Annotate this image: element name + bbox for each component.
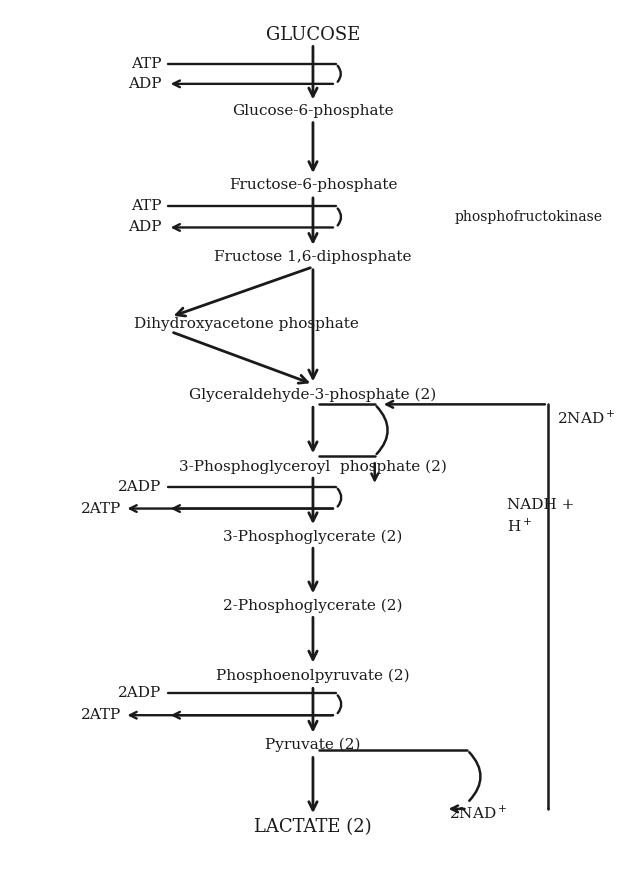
FancyArrowPatch shape	[338, 65, 341, 82]
Text: Fructose-6-phosphate: Fructose-6-phosphate	[228, 179, 397, 193]
Text: ADP: ADP	[128, 220, 162, 234]
Text: 2NAD$^+$: 2NAD$^+$	[557, 409, 615, 427]
Text: 2ATP: 2ATP	[81, 501, 122, 515]
Text: Glucose-6-phosphate: Glucose-6-phosphate	[232, 104, 394, 118]
Text: 2ADP: 2ADP	[118, 480, 162, 493]
FancyArrowPatch shape	[469, 752, 481, 801]
Text: Glyceraldehyde-3-phosphate (2): Glyceraldehyde-3-phosphate (2)	[189, 387, 436, 402]
Text: ADP: ADP	[128, 77, 162, 91]
FancyArrowPatch shape	[338, 489, 341, 507]
Text: LACTATE (2): LACTATE (2)	[254, 819, 372, 836]
Text: ATP: ATP	[131, 57, 162, 71]
Text: GLUCOSE: GLUCOSE	[266, 26, 360, 44]
Text: 2-Phosphoglycerate (2): 2-Phosphoglycerate (2)	[223, 598, 403, 613]
FancyArrowPatch shape	[338, 696, 341, 713]
Text: ATP: ATP	[131, 200, 162, 213]
Text: Fructose 1,6-diphosphate: Fructose 1,6-diphosphate	[214, 250, 412, 264]
Text: 3-Phosphoglyceroyl  phosphate (2): 3-Phosphoglyceroyl phosphate (2)	[179, 460, 447, 474]
Text: phosphofructokinase: phosphofructokinase	[455, 210, 603, 224]
Text: Pyruvate (2): Pyruvate (2)	[265, 738, 361, 752]
FancyArrowPatch shape	[377, 407, 388, 454]
Text: 2ATP: 2ATP	[81, 708, 122, 722]
Text: Phosphoenolpyruvate (2): Phosphoenolpyruvate (2)	[216, 668, 410, 683]
FancyArrowPatch shape	[338, 209, 341, 225]
Text: 2ADP: 2ADP	[118, 686, 162, 700]
Text: 2NAD$^+$: 2NAD$^+$	[449, 804, 507, 822]
Text: Dihydroxyacetone phosphate: Dihydroxyacetone phosphate	[134, 316, 359, 331]
Text: NADH +
H$^+$: NADH + H$^+$	[508, 498, 575, 535]
Text: 3-Phosphoglycerate (2): 3-Phosphoglycerate (2)	[223, 530, 403, 544]
